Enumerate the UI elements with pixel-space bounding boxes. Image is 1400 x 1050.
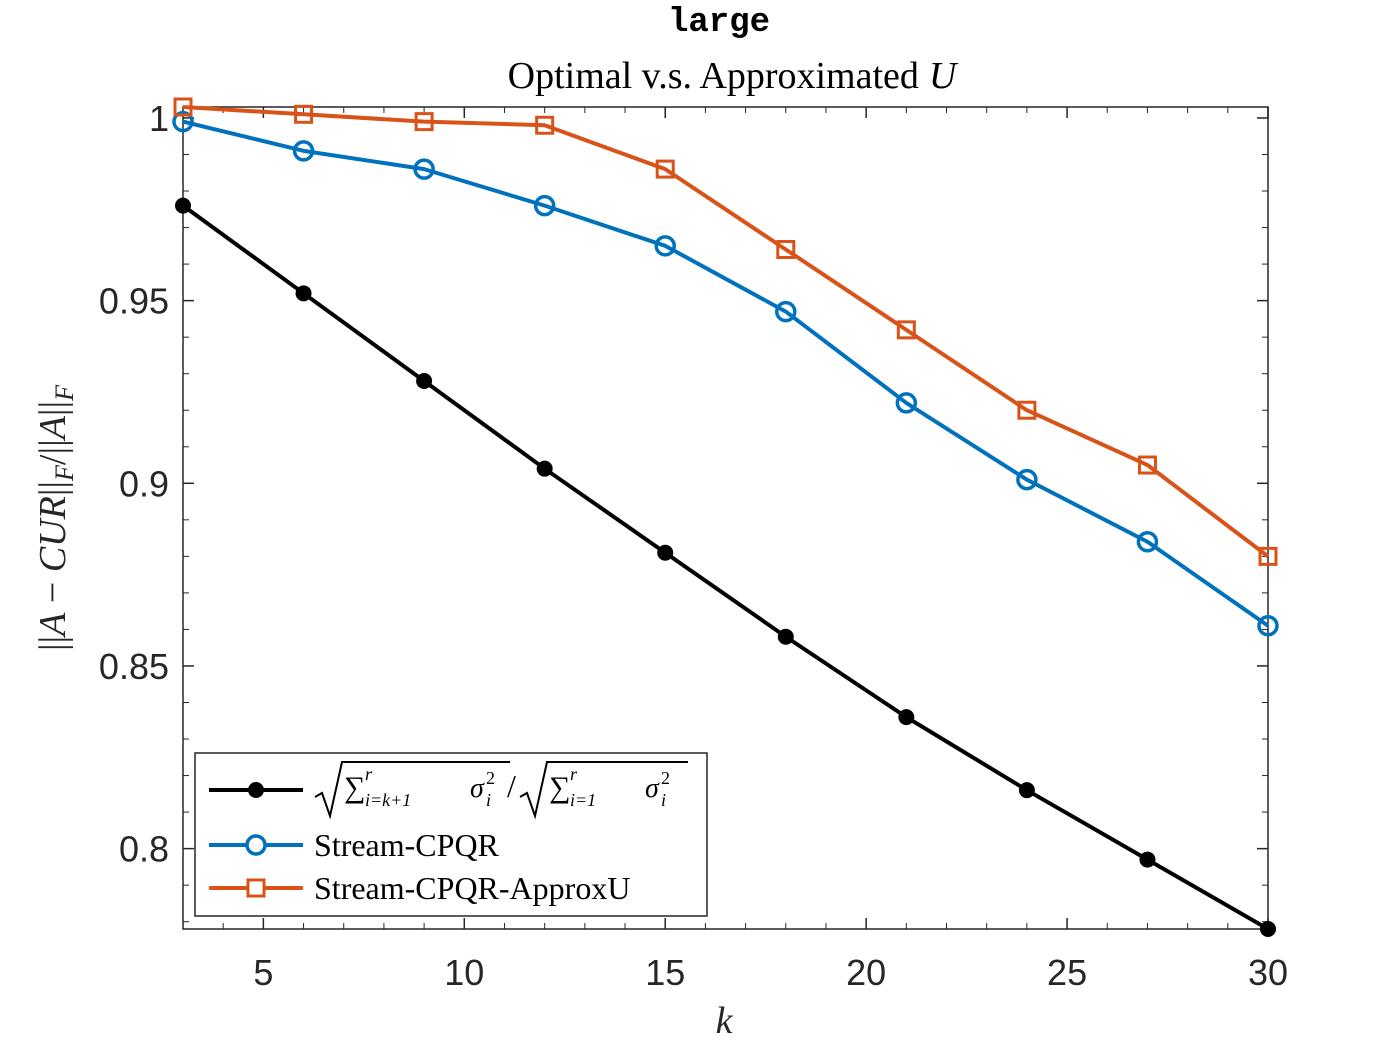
data-point-stream-cpqr xyxy=(895,392,918,414)
data-point-optimal xyxy=(1260,921,1276,937)
data-point-stream-cpqr xyxy=(413,158,435,180)
series-line-optimal xyxy=(181,204,1269,931)
data-point-stream-cpqr-approxu xyxy=(1137,455,1157,475)
legend-label-optimal: ∑ r i=k+1 σ 2 i / ∑ r i=1 σ 2 i xyxy=(314,761,688,820)
svg-text:i=1: i=1 xyxy=(570,790,596,810)
svg-text:2: 2 xyxy=(486,768,495,788)
legend-label-stream-cpqr: Stream-CPQR xyxy=(314,827,500,863)
svg-text:/: / xyxy=(507,768,516,804)
data-point-stream-cpqr-approxu xyxy=(776,239,796,259)
series-optimal xyxy=(175,197,1276,937)
chart-title: large xyxy=(668,4,770,42)
data-point-optimal xyxy=(416,373,433,389)
data-point-optimal xyxy=(1018,782,1035,799)
data-point-optimal xyxy=(536,460,553,477)
y-tick-label: 0.95 xyxy=(99,281,169,322)
chart-subtitle-text: Optimal v.s. Approximated xyxy=(508,55,919,97)
data-point-stream-cpqr-approxu xyxy=(173,97,193,117)
data-point-stream-cpqr-approxu xyxy=(294,104,314,124)
data-point-stream-cpqr xyxy=(1257,615,1279,637)
svg-text:σ: σ xyxy=(470,773,485,804)
x-tick-label: 10 xyxy=(444,952,484,993)
data-point-stream-cpqr-approxu xyxy=(535,115,555,135)
svg-text:i: i xyxy=(486,790,491,810)
data-point-stream-cpqr xyxy=(172,110,194,133)
x-tick-label: 5 xyxy=(253,952,273,993)
svg-text:||A − CUR||F/||A||F: ||A − CUR||F/||A||F xyxy=(32,384,79,651)
y-axis-label: ||A − CUR||F/||A||F xyxy=(32,384,79,651)
svg-text:σ: σ xyxy=(645,773,660,804)
data-point-optimal xyxy=(1139,851,1156,868)
svg-text:r: r xyxy=(570,764,578,784)
chart-subtitle: Optimal v.s. Approximated U xyxy=(508,55,959,97)
legend-label-stream-cpqr-approxu: Stream-CPQR-ApproxU xyxy=(314,870,630,906)
data-point-stream-cpqr-approxu xyxy=(1017,400,1037,420)
chart-subtitle-var: U xyxy=(929,55,959,97)
x-tick-label: 15 xyxy=(645,952,685,993)
y-tick-labels: 0.8 0.85 0.9 0.95 1 xyxy=(99,98,169,870)
data-point-stream-cpqr xyxy=(654,235,676,257)
series-stream-cpqr-approxu xyxy=(173,97,1278,566)
y-tick-label: 0.85 xyxy=(99,646,169,687)
data-point-optimal xyxy=(657,544,674,561)
svg-text:∑: ∑ xyxy=(549,771,570,804)
data-point-stream-cpqr-approxu xyxy=(655,159,675,179)
series-line-stream-cpqr xyxy=(182,119,1270,628)
x-tick-label: 20 xyxy=(846,952,886,993)
series-stream-cpqr xyxy=(172,110,1279,637)
legend-marker-stream-cpqr-approxu xyxy=(246,878,266,898)
y-tick-label: 0.9 xyxy=(119,463,169,504)
legend-marker-optimal xyxy=(248,782,264,798)
x-tick-labels: 5 10 15 20 25 30 xyxy=(253,952,1288,993)
data-point-stream-cpqr-approxu xyxy=(1258,546,1278,566)
svg-text:i=k+1: i=k+1 xyxy=(365,790,411,810)
data-point-optimal xyxy=(175,197,191,214)
data-point-stream-cpqr xyxy=(775,300,797,323)
data-point-optimal xyxy=(295,285,312,302)
svg-text:2: 2 xyxy=(661,768,670,788)
svg-text:∑: ∑ xyxy=(344,771,365,804)
series-layer xyxy=(172,97,1279,937)
data-point-stream-cpqr-approxu xyxy=(414,112,434,132)
legend-marker-stream-cpqr xyxy=(245,834,267,856)
y-tick-label: 0.8 xyxy=(119,829,169,870)
data-point-stream-cpqr xyxy=(533,194,556,217)
data-point-stream-cpqr xyxy=(1136,530,1159,553)
x-tick-label: 30 xyxy=(1248,952,1288,993)
data-point-optimal xyxy=(777,628,794,645)
data-point-stream-cpqr xyxy=(292,140,315,162)
axis-ticks xyxy=(182,107,1269,929)
svg-text:r: r xyxy=(365,764,373,784)
data-point-stream-cpqr xyxy=(1016,468,1038,491)
data-point-stream-cpqr-approxu xyxy=(896,320,916,340)
data-point-optimal xyxy=(898,709,915,726)
x-tick-label: 25 xyxy=(1047,952,1087,993)
y-tick-label: 1 xyxy=(149,98,169,139)
svg-text:i: i xyxy=(661,790,666,810)
legend: ∑ r i=k+1 σ 2 i / ∑ r i=1 σ 2 i Stream-C… xyxy=(194,752,708,917)
series-line-stream-cpqr-approxu xyxy=(182,105,1270,558)
x-axis-label: k xyxy=(716,1000,734,1042)
